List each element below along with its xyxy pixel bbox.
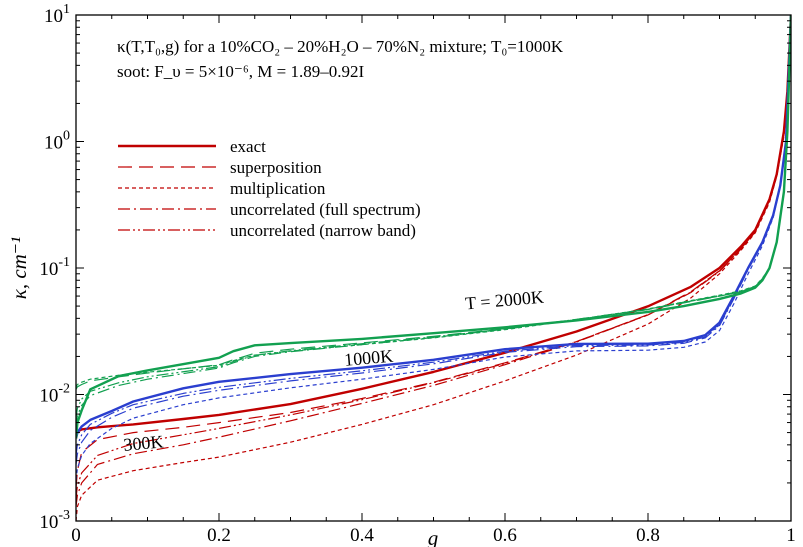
legend-label: superposition bbox=[230, 158, 322, 177]
series-1000k-uncorrelated-full-spectrum bbox=[76, 15, 791, 465]
series-2000k-uncorrelated-narrow-band bbox=[76, 15, 791, 419]
ticks-layer: 0 0.2 0.4 0.6 0.8 1 10-3 10-2 10-1 100 101 bbox=[39, 2, 795, 546]
x-tick-label: 0.6 bbox=[493, 525, 517, 546]
legend-label: multiplication bbox=[230, 179, 326, 198]
x-tick-label: 0 bbox=[71, 525, 81, 546]
y-tick-label: 100 bbox=[44, 129, 70, 154]
x-tick-label: 0.2 bbox=[207, 525, 231, 546]
series-300k-superposition bbox=[76, 15, 791, 489]
curves-layer bbox=[76, 15, 791, 521]
y-tick-label: 10-3 bbox=[39, 508, 70, 533]
curve-label: 300K bbox=[123, 431, 165, 454]
legend-label: uncorrelated (narrow band) bbox=[230, 221, 416, 240]
series-2000k-superposition bbox=[76, 15, 791, 390]
series-300k-uncorrelated-full-spectrum bbox=[76, 15, 791, 507]
legend-label: exact bbox=[230, 137, 266, 156]
series-1000k-multiplication bbox=[76, 15, 791, 481]
x-tick-label: 1 bbox=[786, 525, 796, 546]
y-tick-label: 10-2 bbox=[39, 382, 70, 407]
x-axis-label: g bbox=[428, 526, 439, 547]
chart-title-line-1: κ(T,T₀,g) for a 10%CO₂ – 20%H₂O – 70%N₂ … bbox=[117, 37, 564, 56]
series-300k-multiplication bbox=[76, 15, 791, 521]
series-300k-uncorrelated-narrow-band bbox=[76, 15, 791, 499]
legend: exact superposition multiplication uncorrel… bbox=[118, 137, 421, 240]
y-tick-label: 101 bbox=[44, 2, 70, 27]
curve-label: 1000K bbox=[343, 346, 394, 370]
x-tick-label: 0.8 bbox=[636, 525, 660, 546]
y-axis-label: κ, cm⁻¹ bbox=[7, 237, 31, 299]
y-tick-label: 10-1 bbox=[39, 255, 70, 280]
legend-label: uncorrelated (full spectrum) bbox=[230, 200, 421, 219]
curve-label: T = 2000K bbox=[464, 287, 544, 314]
chart-title-line-2: soot: F_υ = 5×10⁻⁶, M = 1.89–0.92I bbox=[117, 62, 364, 81]
x-tick-label: 0.4 bbox=[350, 525, 374, 546]
series-1000k-uncorrelated-narrow-band bbox=[76, 15, 791, 456]
